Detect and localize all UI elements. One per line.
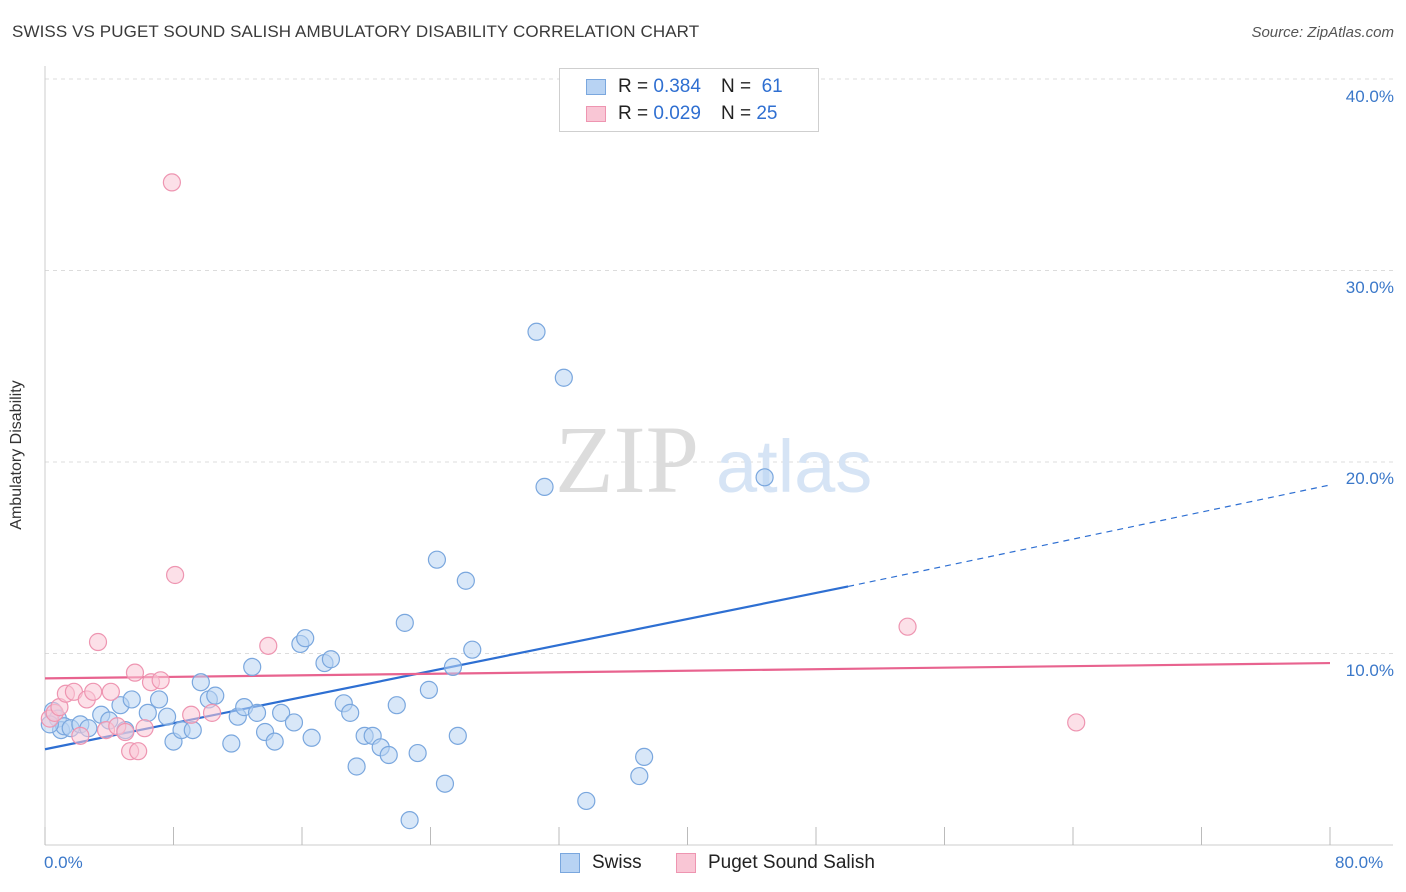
swiss-point (157, 707, 177, 726)
salish-point (259, 636, 278, 655)
legend-n-value: 25 (756, 103, 778, 124)
salish-point (129, 742, 148, 761)
swiss-point (183, 720, 202, 740)
swiss-point (535, 477, 554, 496)
swiss-point (435, 774, 455, 793)
swiss-point (630, 766, 649, 786)
swiss-point (272, 703, 291, 722)
salish-point (1067, 713, 1086, 732)
chart-title: SWISS VS PUGET SOUND SALISH AMBULATORY D… (12, 22, 700, 41)
salish-point (125, 663, 145, 682)
swiss-point (463, 640, 482, 659)
salish-point (162, 173, 181, 192)
salish-point (101, 682, 120, 701)
y-tick-label-40: 40.0% (1345, 87, 1394, 106)
swiss-point (527, 322, 546, 341)
salish-swatch (586, 106, 606, 122)
salish-point (71, 726, 90, 745)
legend-row-swiss: R = 0.384 N = 61 (586, 76, 783, 98)
swiss-point (419, 680, 438, 699)
salish-trend-line (44, 661, 1331, 680)
swiss-point (395, 613, 414, 632)
swiss-point (247, 703, 267, 722)
swiss-point (206, 686, 225, 705)
swiss-swatch (586, 79, 606, 95)
swiss-point (122, 690, 141, 709)
swiss-point (138, 703, 157, 722)
swiss-legend-label: Swiss (592, 852, 642, 873)
swiss-point (448, 726, 467, 745)
legend-r-label: R = (618, 76, 649, 97)
y-tick-label-30: 30.0% (1345, 278, 1394, 297)
watermark: ZIP atlas (555, 406, 872, 513)
swiss-point (577, 791, 596, 811)
legend-r-value: 0.384 (653, 76, 701, 97)
x-tick-label-min: 0.0% (44, 853, 83, 872)
swiss-point (296, 629, 315, 648)
salish-point (182, 705, 201, 724)
swiss-point (341, 703, 360, 722)
salish-point (135, 719, 154, 738)
y-tick-label-20: 20.0% (1345, 469, 1394, 488)
swiss-point (755, 468, 774, 487)
swiss-legend-swatch (560, 853, 580, 873)
bottom-legend-swiss: Swiss (560, 852, 642, 874)
swiss-point (408, 743, 427, 763)
salish-point (166, 565, 185, 585)
swiss-point (347, 757, 366, 776)
legend-r-value: 0.029 (653, 103, 701, 124)
salish-legend-label: Puget Sound Salish (708, 852, 875, 873)
salish-point (202, 703, 222, 722)
swiss-point (554, 368, 573, 387)
swiss-point (635, 747, 654, 767)
stats-legend: R = 0.384 N = 61 R = 0.029 N = 25 (559, 68, 819, 132)
salish-point (116, 722, 135, 742)
salish-point (84, 682, 103, 701)
salish-point (88, 632, 108, 652)
swiss-point (427, 550, 447, 569)
swiss-point (321, 650, 341, 669)
swiss-point (191, 673, 210, 692)
x-tick-label-max: 80.0% (1335, 853, 1384, 872)
data-points (40, 173, 1086, 830)
legend-n-value: 61 (761, 76, 783, 97)
source-label: Source: ZipAtlas.com (1251, 24, 1394, 41)
swiss-point (243, 657, 262, 677)
swiss-point (387, 696, 406, 715)
swiss-point (265, 732, 284, 751)
swiss-point (456, 571, 475, 590)
watermark-zip: ZIP (555, 406, 699, 513)
bottom-legend-salish: Puget Sound Salish (676, 852, 875, 874)
swiss-point (222, 734, 241, 753)
swiss-point (379, 745, 398, 765)
swiss-trend-extension (848, 484, 1331, 588)
swiss-point (302, 728, 321, 747)
y-tick-label-10: 10.0% (1345, 661, 1394, 680)
y-axis-label: Ambulatory Disability (8, 380, 25, 530)
legend-r-label: R = (618, 103, 649, 124)
salish-point (898, 617, 917, 636)
legend-row-salish: R = 0.029 N = 25 (586, 103, 777, 125)
watermark-atlas: atlas (716, 425, 872, 508)
legend-n-label: N = (720, 103, 752, 124)
salish-point (151, 671, 170, 690)
salish-legend-swatch (676, 853, 696, 873)
legend-n-label: N = (720, 76, 752, 97)
swiss-point (149, 690, 169, 709)
grid-lines (45, 78, 1393, 654)
swiss-point (400, 811, 419, 830)
swiss-point (284, 713, 304, 732)
swiss-point (443, 657, 463, 677)
